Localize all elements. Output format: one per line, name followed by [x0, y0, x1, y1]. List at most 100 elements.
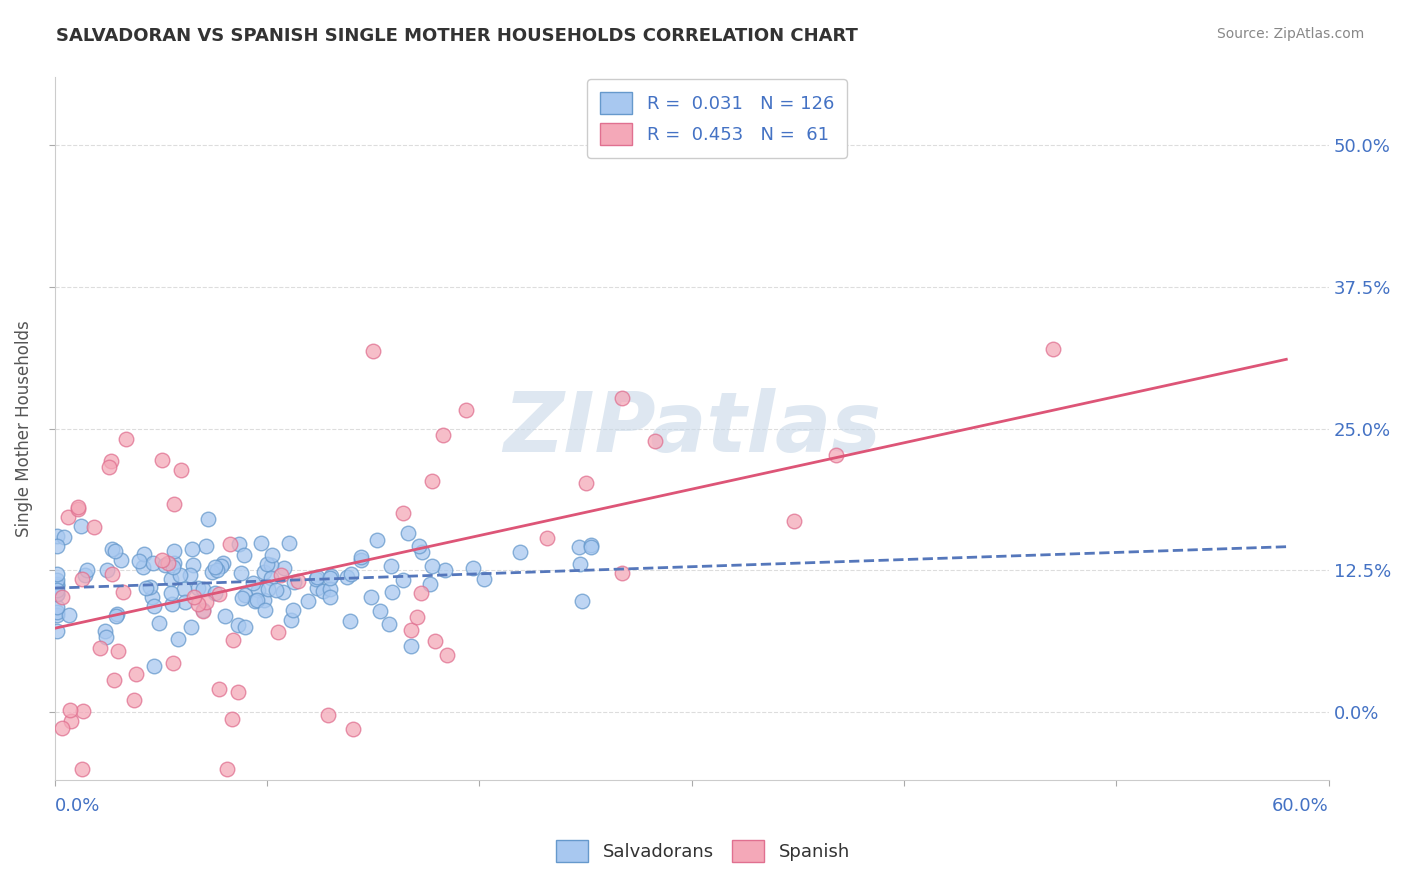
Point	[568, 541, 591, 555]
Point	[233, 548, 256, 562]
Point	[247, 582, 270, 597]
Point	[249, 536, 271, 550]
Point	[197, 512, 219, 526]
Point	[304, 573, 326, 587]
Point	[571, 593, 593, 607]
Point	[103, 544, 125, 558]
Point	[162, 497, 184, 511]
Point	[70, 519, 93, 533]
Point	[824, 449, 846, 463]
Point	[115, 433, 138, 447]
Point	[107, 644, 129, 658]
Point	[204, 560, 226, 574]
Point	[270, 567, 292, 582]
Point	[246, 593, 269, 607]
Point	[472, 572, 495, 586]
Point	[191, 582, 214, 597]
Point	[163, 543, 186, 558]
Point	[235, 620, 257, 634]
Point	[434, 563, 457, 577]
Text: 60.0%: 60.0%	[1272, 797, 1329, 815]
Point	[411, 544, 433, 558]
Point	[454, 403, 477, 417]
Point	[159, 586, 181, 600]
Point	[380, 559, 402, 574]
Point	[366, 533, 388, 547]
Point	[159, 572, 181, 586]
Point	[45, 608, 67, 623]
Point	[58, 607, 80, 622]
Point	[226, 685, 249, 699]
Point	[100, 453, 122, 467]
Point	[319, 590, 342, 604]
Point	[229, 566, 252, 580]
Point	[163, 556, 186, 570]
Point	[226, 618, 249, 632]
Text: 0.0%: 0.0%	[55, 797, 100, 815]
Point	[423, 634, 446, 648]
Point	[208, 681, 231, 696]
Point	[221, 632, 243, 647]
Point	[420, 474, 443, 488]
Point	[170, 463, 193, 477]
Legend: R =  0.031   N = 126, R =  0.453   N =  61: R = 0.031 N = 126, R = 0.453 N = 61	[588, 79, 846, 158]
Point	[208, 587, 231, 601]
Point	[45, 587, 67, 601]
Point	[253, 565, 276, 579]
Point	[243, 593, 266, 607]
Point	[128, 554, 150, 568]
Point	[1042, 342, 1064, 356]
Point	[51, 590, 73, 604]
Point	[339, 566, 361, 581]
Point	[368, 604, 391, 618]
Point	[264, 582, 287, 597]
Point	[209, 559, 232, 574]
Point	[253, 603, 276, 617]
Point	[183, 590, 205, 604]
Point	[98, 459, 121, 474]
Point	[173, 582, 195, 596]
Point	[392, 506, 415, 520]
Point	[260, 558, 283, 573]
Point	[581, 538, 603, 552]
Point	[342, 722, 364, 736]
Point	[536, 531, 558, 545]
Point	[277, 536, 299, 550]
Point	[260, 548, 283, 562]
Point	[318, 582, 340, 597]
Point	[181, 541, 204, 556]
Point	[45, 567, 67, 582]
Point	[45, 579, 67, 593]
Point	[52, 530, 75, 544]
Point	[45, 529, 67, 543]
Point	[579, 540, 602, 554]
Point	[242, 576, 264, 591]
Point	[162, 656, 184, 670]
Point	[783, 515, 806, 529]
Point	[336, 570, 359, 584]
Point	[70, 573, 93, 587]
Point	[135, 581, 157, 595]
Point	[287, 574, 309, 588]
Point	[215, 762, 238, 776]
Point	[143, 599, 166, 614]
Point	[191, 604, 214, 618]
Point	[231, 591, 253, 605]
Point	[67, 501, 90, 516]
Point	[139, 580, 162, 594]
Point	[283, 575, 305, 590]
Point	[45, 605, 67, 619]
Point	[420, 559, 443, 574]
Point	[162, 598, 184, 612]
Point	[319, 569, 342, 583]
Point	[436, 648, 458, 663]
Point	[221, 712, 243, 726]
Point	[644, 434, 666, 448]
Point	[51, 721, 73, 735]
Point	[142, 659, 165, 673]
Point	[124, 693, 146, 707]
Point	[104, 609, 127, 624]
Point	[260, 571, 283, 585]
Point	[56, 509, 79, 524]
Point	[45, 599, 67, 614]
